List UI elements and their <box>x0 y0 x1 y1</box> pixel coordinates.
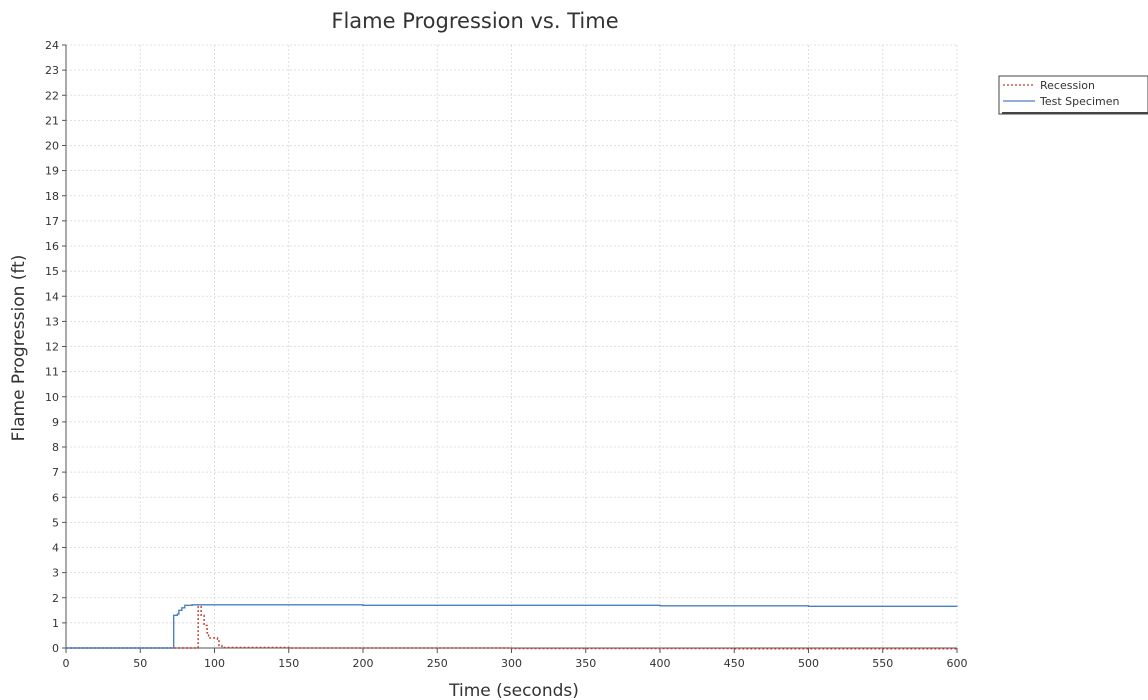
x-tick-label: 550 <box>872 657 893 670</box>
series-line-recession <box>66 605 958 650</box>
x-tick-label: 50 <box>133 657 147 670</box>
x-tick-label: 400 <box>650 657 671 670</box>
y-tick-label: 6 <box>52 491 59 504</box>
x-tick-label: 250 <box>427 657 448 670</box>
y-tick-label: 21 <box>45 114 59 127</box>
y-tick-label: 13 <box>45 315 59 328</box>
y-tick-label: 10 <box>45 391 59 404</box>
x-tick-label: 200 <box>353 657 374 670</box>
series-line-test-specimen <box>66 604 958 649</box>
y-tick-label: 15 <box>45 265 59 278</box>
y-axis-label: Flame Progression (ft) <box>9 255 29 442</box>
y-tick-label: 1 <box>52 617 59 630</box>
y-tick-label: 20 <box>45 140 59 153</box>
x-axis-ticks: 0 50 100 150 200 250 300 350 400 450 500 550 600 <box>63 648 968 670</box>
y-tick-label: 14 <box>45 290 59 303</box>
legend-label-recession: Recession <box>1040 79 1095 92</box>
x-tick-label: 600 <box>947 657 968 670</box>
y-tick-label: 22 <box>45 89 59 102</box>
x-tick-label: 100 <box>204 657 225 670</box>
y-tick-label: 0 <box>52 642 59 655</box>
x-tick-label: 300 <box>501 657 522 670</box>
x-tick-label: 0 <box>63 657 70 670</box>
x-tick-label: 150 <box>278 657 299 670</box>
legend-box <box>998 75 1148 115</box>
legend: Recession Test Specimen <box>998 75 1148 115</box>
y-tick-label: 19 <box>45 165 59 178</box>
y-tick-label: 3 <box>52 567 59 580</box>
y-tick-label: 2 <box>52 592 59 605</box>
y-tick-label: 11 <box>45 366 59 379</box>
x-tick-label: 500 <box>798 657 819 670</box>
y-tick-label: 8 <box>52 441 59 454</box>
y-tick-label: 5 <box>52 516 59 529</box>
y-tick-label: 23 <box>45 64 59 77</box>
grid <box>66 44 958 648</box>
x-axis-label: Time (seconds) <box>448 681 579 700</box>
y-tick-label: 24 <box>45 39 59 52</box>
chart-title: Flame Progression vs. Time <box>331 9 618 33</box>
y-tick-label: 12 <box>45 341 59 354</box>
y-tick-label: 18 <box>45 190 59 203</box>
y-tick-label: 4 <box>52 542 59 555</box>
x-tick-label: 350 <box>575 657 596 670</box>
legend-label-test-specimen: Test Specimen <box>1039 95 1119 108</box>
y-tick-label: 7 <box>52 466 59 479</box>
y-tick-label: 17 <box>45 215 59 228</box>
y-tick-label: 16 <box>45 240 59 253</box>
series-layer <box>66 604 958 650</box>
y-tick-label: 9 <box>52 416 59 429</box>
x-tick-label: 450 <box>724 657 745 670</box>
